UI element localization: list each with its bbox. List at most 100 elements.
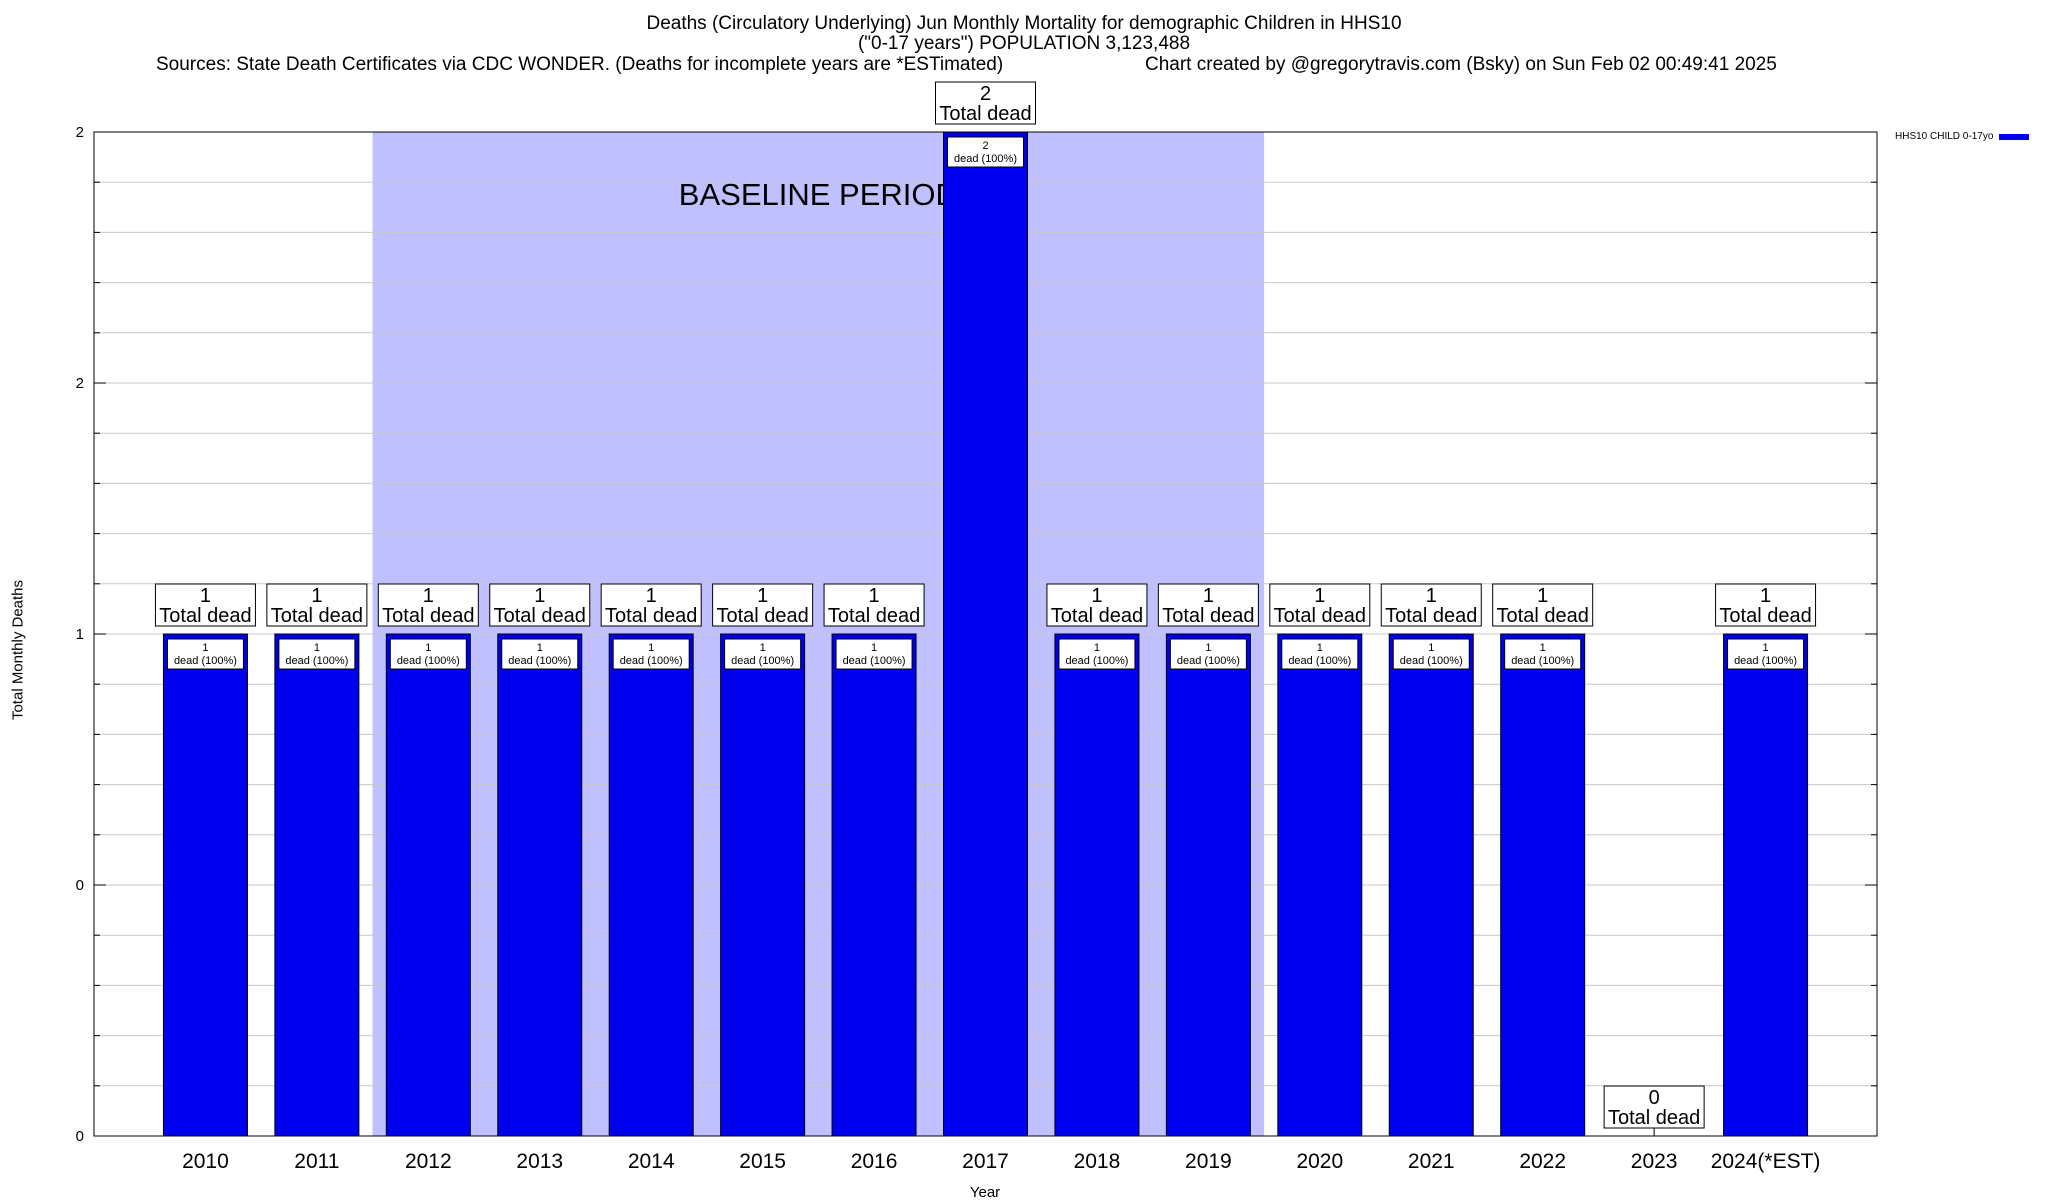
- bar-inner-label-box: [724, 638, 802, 670]
- bar-total-label-box: [1715, 583, 1817, 627]
- x-tick-label: 2014: [628, 1150, 675, 1173]
- bar-inner-label-box: [947, 136, 1024, 168]
- bar-total-label-box: [377, 583, 479, 627]
- bar: [162, 633, 248, 1137]
- bar-inner-count: 1: [760, 642, 766, 654]
- bar-inner-label-box: [612, 638, 690, 670]
- bar-inner-count: 1: [425, 642, 431, 654]
- bar: [1054, 633, 1140, 1137]
- bar-total-label-box: [1603, 1085, 1705, 1129]
- bar-inner-label: dead (100%): [954, 153, 1017, 165]
- bar-total-label: Total dead: [1719, 605, 1811, 627]
- y-axis-label: Total Monthly Deaths: [9, 579, 27, 721]
- chart-title: Deaths (Circulatory Underlying) Jun Mont…: [646, 13, 1402, 34]
- bar-inner-count: 1: [314, 642, 320, 654]
- baseline-period-label: BASELINE PERIOD: [679, 177, 958, 212]
- bar-total-label: Total dead: [716, 605, 808, 627]
- bar: [1388, 633, 1474, 1137]
- bar-inner-label: dead (100%): [508, 655, 571, 667]
- bar-total-count: 1: [646, 585, 657, 607]
- bar-inner-label-box: [1727, 638, 1805, 670]
- bar-total-label: Total dead: [1274, 605, 1366, 627]
- legend: HHS10 CHILD 0-17yo: [1895, 131, 2030, 142]
- plot-frame: [93, 131, 1878, 1137]
- bar-inner-count: 1: [1317, 642, 1323, 654]
- bar-inner-count: 1: [871, 642, 877, 654]
- bar: [385, 633, 471, 1137]
- bar-inner-label: dead (100%): [1177, 655, 1240, 667]
- bar-inner-label: dead (100%): [174, 655, 237, 667]
- bar-inner-count: 1: [648, 642, 654, 654]
- bar-total-label-box: [600, 583, 702, 627]
- bar-total-label-box: [1380, 583, 1482, 627]
- bar-total-label-box: [1157, 583, 1259, 627]
- bar-total-count: 1: [200, 585, 211, 607]
- bar-inner-label: dead (100%): [1288, 655, 1351, 667]
- bar-inner-label: dead (100%): [1511, 655, 1574, 667]
- y-tick-label: 2: [76, 375, 84, 392]
- y-tick-label: 1: [76, 626, 84, 643]
- x-tick-label: 2018: [1074, 1150, 1121, 1173]
- bar-inner-count: 1: [537, 642, 543, 654]
- bar: [831, 633, 917, 1137]
- bar-total-count: 1: [1537, 585, 1548, 607]
- legend-label: HHS10 CHILD 0-17yo: [1895, 131, 1994, 142]
- bar-inner-label-box: [835, 638, 913, 670]
- x-tick-label: 2020: [1296, 1150, 1343, 1173]
- bar-total-count: 1: [1203, 585, 1214, 607]
- bar-total-count: 1: [423, 585, 434, 607]
- bar-total-count: 1: [1314, 585, 1325, 607]
- x-tick-label: 2019: [1185, 1150, 1232, 1173]
- bar-total-label: Total dead: [1051, 605, 1143, 627]
- bar-total-count: 1: [1426, 585, 1437, 607]
- bar: [497, 633, 583, 1137]
- bar-total-label: Total dead: [1608, 1107, 1700, 1129]
- bar-total-count: 1: [311, 585, 322, 607]
- bar-inner-label: dead (100%): [1400, 655, 1463, 667]
- x-tick-label: 2015: [739, 1150, 786, 1173]
- bar-total-count: 2: [980, 83, 991, 105]
- bar-inner-label-box: [389, 638, 467, 670]
- bar: [720, 633, 806, 1137]
- bar-total-label: Total dead: [382, 605, 474, 627]
- bar-total-label: Total dead: [1385, 605, 1477, 627]
- bar-total-count: 1: [1091, 585, 1102, 607]
- bar-inner-label: dead (100%): [1065, 655, 1128, 667]
- bar-total-label-box: [489, 583, 591, 627]
- x-tick-label: 2013: [516, 1150, 563, 1173]
- bar-inner-label-box: [1504, 638, 1582, 670]
- legend-swatch: [1999, 133, 2030, 140]
- bar-inner-count: 1: [1205, 642, 1211, 654]
- bar-total-label: Total dead: [939, 103, 1031, 125]
- bar: [1723, 633, 1809, 1137]
- bar-inner-count: 1: [202, 642, 208, 654]
- bar-total-count: 1: [757, 585, 768, 607]
- bar-inner-label-box: [1281, 638, 1359, 670]
- bar: [1277, 633, 1363, 1137]
- bar-inner-label: dead (100%): [620, 655, 683, 667]
- bar-inner-count: 1: [1094, 642, 1100, 654]
- bar-inner-count: 1: [1763, 642, 1769, 654]
- bar-total-label-box: [1269, 583, 1371, 627]
- x-tick-label: 2010: [182, 1150, 229, 1173]
- bar: [943, 131, 1028, 1137]
- bar-total-label-box: [1046, 583, 1148, 627]
- x-tick-label: 2012: [405, 1150, 452, 1173]
- bar-inner-label: dead (100%): [397, 655, 460, 667]
- bar-inner-label-box: [278, 638, 356, 670]
- bar-inner-label: dead (100%): [731, 655, 794, 667]
- bar-total-label: Total dead: [1497, 605, 1589, 627]
- bar-total-label: Total dead: [159, 605, 251, 627]
- chart-credit: Chart created by @gregorytravis.com (Bsk…: [1145, 54, 1777, 75]
- bar-total-label: Total dead: [828, 605, 920, 627]
- bar-total-label: Total dead: [271, 605, 363, 627]
- x-axis-label: Year: [969, 1184, 1001, 1201]
- bar-total-label-box: [823, 583, 925, 627]
- bar-inner-label-box: [1169, 638, 1247, 670]
- bar-total-label: Total dead: [494, 605, 586, 627]
- x-tick-label: 2024(*EST): [1711, 1150, 1821, 1173]
- bar-inner-count: 1: [1428, 642, 1434, 654]
- y-tick-label: 0: [76, 877, 84, 894]
- bar-total-label: Total dead: [1162, 605, 1254, 627]
